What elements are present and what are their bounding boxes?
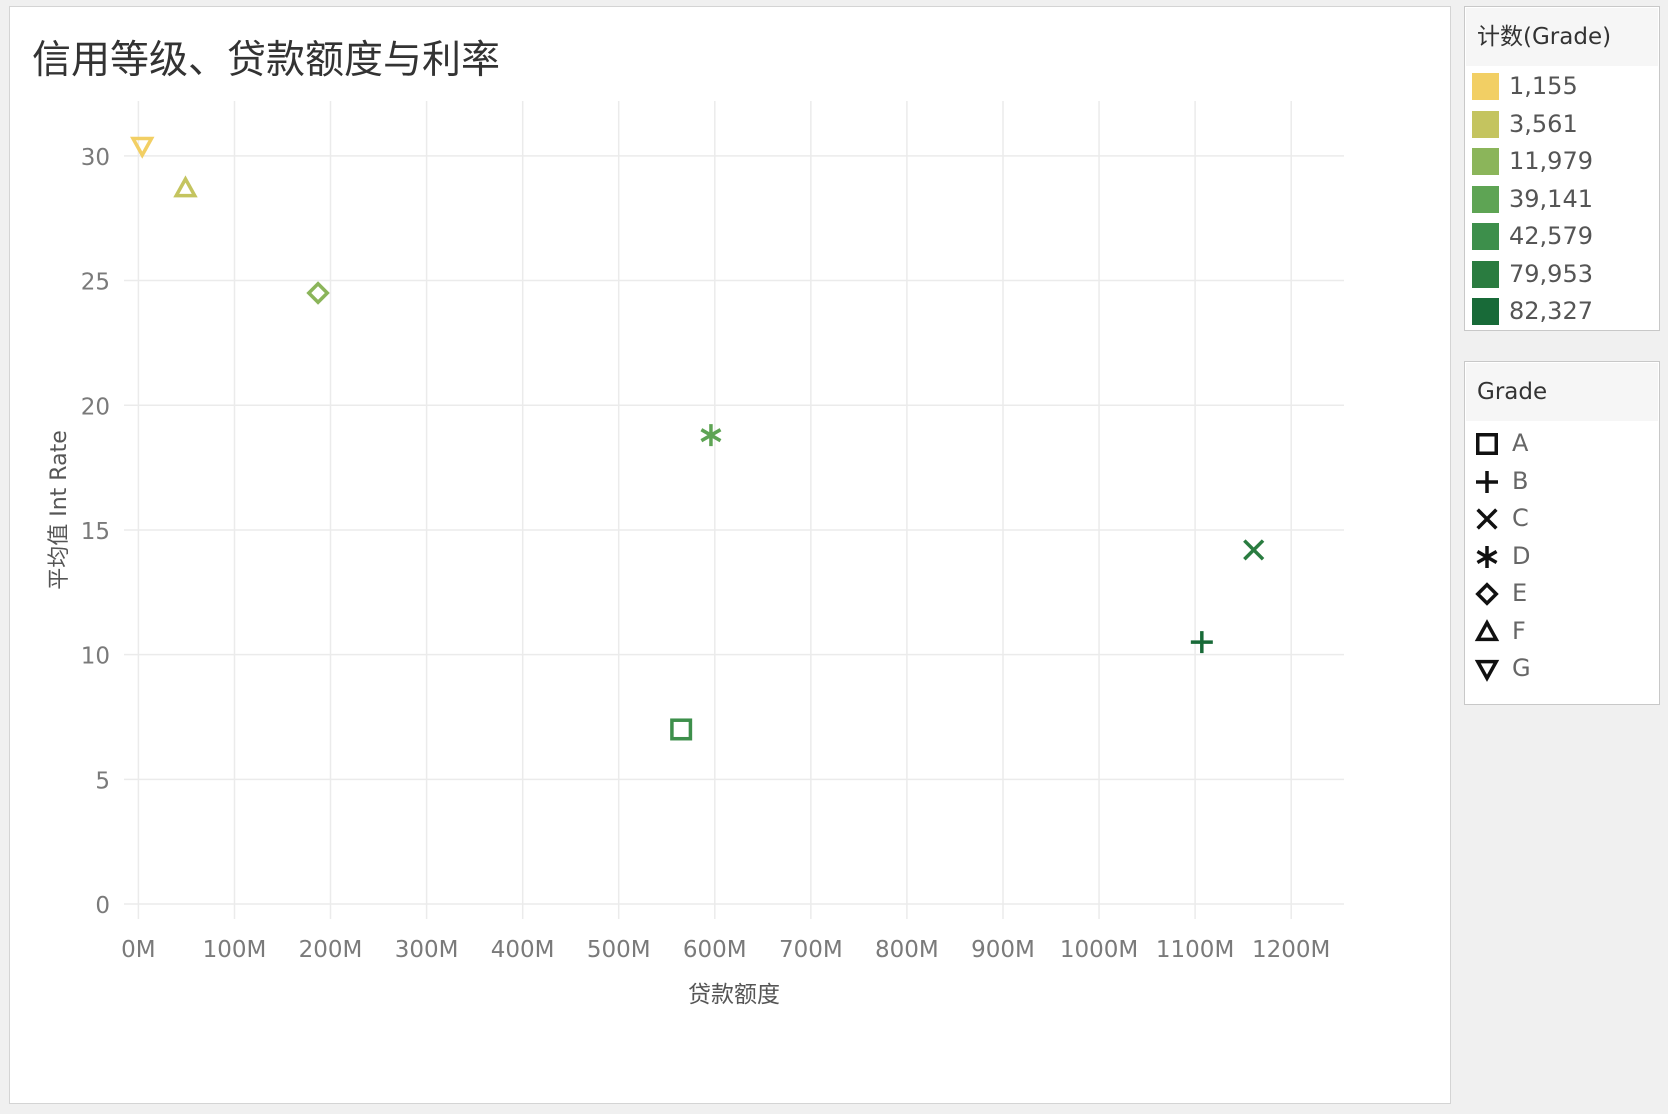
x-tick-label: 0M xyxy=(121,937,155,963)
x-axis-label: 贷款额度 xyxy=(688,982,780,1008)
x-tick-label: 200M xyxy=(299,937,363,963)
shape-legend-label: A xyxy=(1512,429,1529,457)
y-axis-ticks: 0 5 10 15 20 25 30 xyxy=(81,145,110,919)
x-tick-label: 100M xyxy=(203,937,267,963)
y-tick-label: 10 xyxy=(81,644,110,670)
x-tick-label: 800M xyxy=(875,937,939,963)
color-legend-item[interactable]: 82,327 xyxy=(1465,293,1659,331)
color-legend-label: 79,953 xyxy=(1509,259,1593,288)
shape-legend-item[interactable]: E xyxy=(1465,575,1659,613)
color-swatch xyxy=(1472,185,1499,213)
diamond-icon xyxy=(1475,582,1499,606)
data-point-grade-e[interactable] xyxy=(306,281,330,305)
color-legend-item[interactable]: 1,155 xyxy=(1465,68,1659,106)
color-swatch xyxy=(1472,260,1499,288)
color-legend-title: 计数(Grade) xyxy=(1466,8,1658,66)
color-swatch xyxy=(1472,298,1499,325)
shape-legend-item[interactable]: F xyxy=(1465,613,1659,651)
gridlines xyxy=(124,101,1344,919)
x-tick-label: 400M xyxy=(491,937,555,963)
shape-legend-label: G xyxy=(1512,654,1531,682)
y-tick-label: 0 xyxy=(95,893,110,919)
color-swatch xyxy=(1472,148,1499,175)
shape-legend-item[interactable]: D xyxy=(1465,538,1659,576)
shape-legend-label: E xyxy=(1512,579,1528,607)
data-point-grade-d[interactable] xyxy=(700,424,722,447)
data-point-grade-a[interactable] xyxy=(670,718,693,741)
color-legend-item[interactable]: 79,953 xyxy=(1465,256,1659,294)
y-tick-label: 25 xyxy=(81,270,110,296)
color-legend-label: 3,561 xyxy=(1509,109,1578,138)
color-legend-item[interactable]: 39,141 xyxy=(1465,181,1659,219)
data-point-grade-f[interactable] xyxy=(173,175,198,198)
x-tick-label: 500M xyxy=(587,937,651,963)
y-tick-label: 30 xyxy=(81,145,110,171)
color-swatch xyxy=(1472,223,1499,250)
chart-title: 信用等级、贷款额度与利率 xyxy=(32,38,501,83)
color-swatch xyxy=(1472,73,1499,100)
color-legend-item[interactable]: 3,561 xyxy=(1465,106,1659,144)
triangle-up-icon xyxy=(1474,618,1500,641)
data-point-grade-b[interactable] xyxy=(1190,631,1213,654)
color-legend-label: 82,327 xyxy=(1509,297,1593,325)
data-point-grade-c[interactable] xyxy=(1243,539,1265,561)
color-legend-label: 11,979 xyxy=(1509,147,1593,175)
triangle-down-icon xyxy=(1474,659,1500,682)
plus-icon xyxy=(1476,470,1498,493)
asterisk-icon xyxy=(1476,545,1498,568)
shape-legend-label: C xyxy=(1512,504,1529,532)
shape-legend-item[interactable]: G xyxy=(1465,650,1659,688)
y-tick-label: 20 xyxy=(81,394,110,420)
color-legend-label: 1,155 xyxy=(1509,72,1578,100)
shape-legend-label: B xyxy=(1512,466,1529,495)
shape-legend-item[interactable]: C xyxy=(1465,500,1659,538)
shape-legend-item[interactable]: A xyxy=(1465,425,1659,463)
square-icon xyxy=(1476,433,1498,455)
color-legend[interactable]: 计数(Grade) 1,155 3,561 11,979 39,141 42,579 79… xyxy=(1464,6,1660,331)
color-legend-item[interactable]: 42,579 xyxy=(1465,218,1659,256)
color-legend-items: 1,155 3,561 11,979 39,141 42,579 79,953 82,327 xyxy=(1465,66,1659,331)
x-tick-label: 1100M xyxy=(1156,937,1234,963)
color-legend-label: 39,141 xyxy=(1509,184,1593,213)
shape-legend-title: Grade xyxy=(1466,363,1658,421)
x-tick-label: 600M xyxy=(683,937,747,963)
x-axis-ticks: 0M 100M 200M 300M 400M 500M 600M 700M 800M 900M 10… xyxy=(121,937,1330,963)
y-axis-label: 平均值 Int Rate xyxy=(47,430,72,590)
x-tick-label: 300M xyxy=(395,937,459,963)
x-tick-label: 700M xyxy=(779,937,843,963)
chart-panel: 信用等级、贷款额度与利率 0 5 10 15 20 25 30 0M 100M 200M 300M 4… xyxy=(9,6,1451,1104)
data-point-grade-g[interactable] xyxy=(130,136,155,159)
y-tick-label: 15 xyxy=(81,519,110,545)
color-swatch xyxy=(1472,110,1499,138)
cross-icon xyxy=(1476,508,1498,530)
y-tick-label: 5 xyxy=(95,768,110,794)
shape-legend-label: D xyxy=(1512,541,1531,570)
color-legend-item[interactable]: 11,979 xyxy=(1465,143,1659,181)
x-tick-label: 900M xyxy=(971,937,1035,963)
x-tick-label: 1200M xyxy=(1252,937,1330,963)
shape-legend-label: F xyxy=(1512,616,1526,645)
data-points xyxy=(130,136,1265,741)
color-legend-label: 42,579 xyxy=(1509,222,1593,250)
x-tick-label: 1000M xyxy=(1060,937,1138,963)
shape-legend-item[interactable]: B xyxy=(1465,463,1659,501)
